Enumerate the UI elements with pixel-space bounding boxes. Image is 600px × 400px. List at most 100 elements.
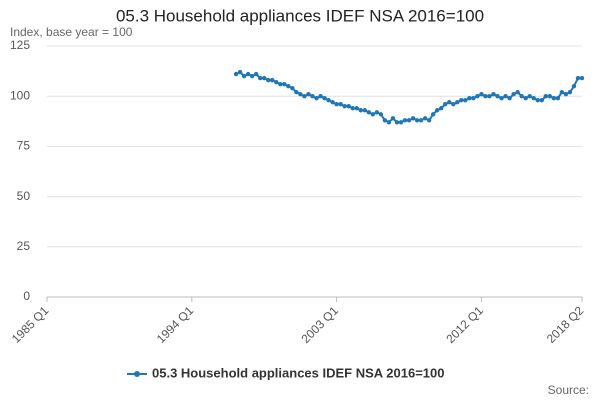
data-point [495,94,500,99]
data-point [571,83,577,89]
data-point [394,120,400,125]
data-point [358,108,363,113]
data-point [298,91,303,97]
data-point [471,96,476,101]
data-point [535,98,540,103]
data-point [491,91,496,97]
legend-label: 05.3 Household appliances IDEF NSA 2016=… [152,365,445,380]
x-tick-label: 2012 Q1 [443,303,486,346]
data-point [479,91,484,97]
data-point [555,96,561,101]
data-point [487,94,492,99]
source: Source: [548,383,589,397]
data-point [410,116,416,121]
data-point [499,96,504,101]
chart-title: 05.3 Household appliances IDEF NSA 2016=… [116,6,484,25]
legend-marker [134,371,140,377]
data-point [463,98,468,103]
data-point [406,118,412,123]
data-point [507,96,512,101]
data-point [443,102,448,107]
data-point [257,75,263,81]
data-point [253,71,259,77]
data-point [330,100,335,105]
data-point [282,81,287,87]
data-point [519,94,524,99]
data-point [575,75,581,81]
x-tick-label: 1994 Q1 [154,303,197,346]
data-point [418,118,424,123]
data-point [539,98,544,103]
y-tick-label: 25 [17,239,31,253]
data-point [245,71,251,77]
x-tick-label: 2018 Q2 [544,303,587,346]
data-point [362,108,367,113]
data-point [274,79,279,85]
data-point [374,110,380,115]
data-point [382,118,388,123]
data-point [390,116,396,121]
data-point [262,75,267,81]
data-point [294,89,299,95]
data-point [302,94,307,99]
data-point [531,96,536,101]
data-point [314,96,319,101]
data-point [402,118,408,123]
data-point [434,108,440,113]
data-point [310,94,315,99]
data-point [338,102,343,107]
y-tick-label: 0 [23,289,30,303]
data-point [334,102,339,107]
data-point [366,110,372,115]
data-point [430,112,436,117]
data-point [322,96,327,101]
x-tick-label: 1985 Q1 [9,303,52,346]
y-tick-label: 50 [17,189,31,203]
data-point [326,98,331,103]
data-point [414,118,420,123]
y-tick-label: 75 [17,139,31,153]
data-point [270,77,275,83]
data-point [543,94,548,99]
x-tick-label: 2003 Q1 [299,303,342,346]
data-point [290,85,295,91]
data-point [563,91,569,97]
data-point [567,89,573,95]
data-point [306,91,311,97]
data-point [342,104,347,109]
data-point [551,96,557,101]
data-point [527,94,532,99]
data-point [426,118,432,123]
data-point [451,102,456,107]
data-point [483,94,488,99]
data-point [266,77,271,83]
data-point [455,100,460,105]
data-point [350,106,355,111]
data-point [447,100,452,105]
data-point [237,69,243,75]
data-point [459,98,464,103]
y-tick-label: 125 [10,38,30,52]
data-point [278,81,283,87]
data-point [559,89,565,95]
data-point [241,73,247,79]
data-point [547,94,553,99]
y-tick-label: 100 [10,88,30,102]
data-point [346,104,351,109]
data-point [467,96,472,101]
data-point [515,89,520,95]
data-point [475,94,480,99]
data-point [503,94,508,99]
data-point [378,112,384,117]
data-point [386,120,392,125]
data-point [354,106,359,111]
data-point [511,91,516,97]
chart-subtitle: Index, base year = 100 [10,25,133,39]
data-point [249,73,255,79]
data-point [579,75,585,81]
data-point [318,94,323,99]
data-point [370,112,376,117]
data-point [439,106,444,111]
data-point [233,71,239,77]
